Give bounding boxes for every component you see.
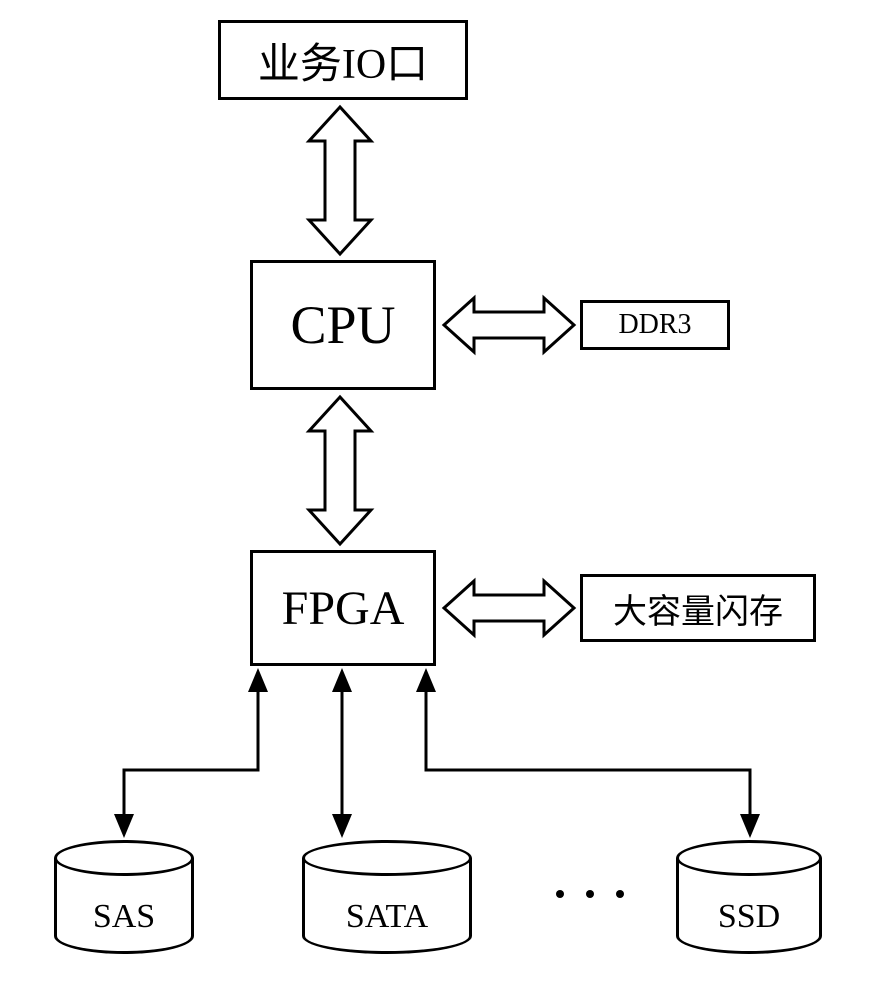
arrow-io-cpu (309, 107, 371, 254)
arrows-layer (0, 0, 896, 1000)
arrow-fpga-sata (332, 668, 352, 838)
arrow-fpga-sas (114, 668, 268, 838)
arrow-cpu-fpga (309, 397, 371, 544)
arrow-cpu-ddr3 (444, 298, 574, 352)
ellipsis-dots (556, 890, 624, 898)
arrow-fpga-ssd (416, 668, 760, 838)
arrow-fpga-flash (444, 581, 574, 635)
